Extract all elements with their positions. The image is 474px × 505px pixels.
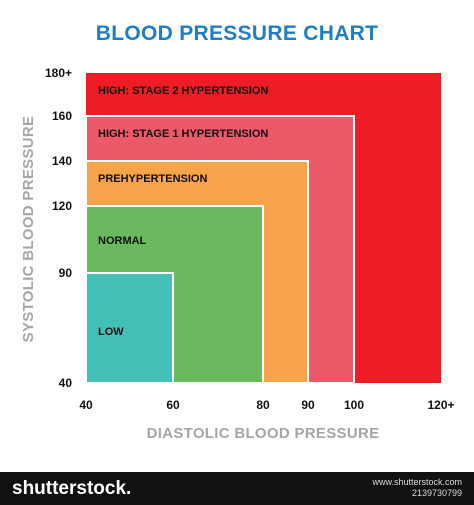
x-tick-label: 90 — [301, 398, 315, 412]
x-ticks-layer: 40 60 80 90 100 120+ — [79, 398, 454, 412]
zone-label-4: LOW — [98, 326, 124, 338]
x-axis-title: DIASTOLIC BLOOD PRESSURE — [147, 425, 380, 442]
y-tick-label: 180+ — [45, 66, 72, 80]
y-tick-label: 120 — [52, 199, 72, 213]
zone-labels-layer: HIGH: STAGE 2 HYPERTENSION HIGH: STAGE 1 … — [98, 85, 268, 338]
brand-logo: shutterstock. — [12, 478, 132, 499]
zone-label-3: NORMAL — [98, 235, 147, 247]
x-tick-label: 120+ — [427, 398, 454, 412]
y-tick-label: 140 — [52, 154, 72, 168]
blood-pressure-chart: HIGH: STAGE 2 HYPERTENSION HIGH: STAGE 1 … — [20, 66, 455, 442]
x-tick-label: 80 — [256, 398, 270, 412]
footer-url: www.shutterstock.com — [372, 477, 462, 487]
y-tick-label: 40 — [59, 376, 73, 390]
zone-label-2: PREHYPERTENSION — [98, 173, 207, 185]
footer-bar: shutterstock. www.shutterstock.com 21397… — [0, 472, 474, 505]
footer-image-id: 2139730799 — [411, 488, 462, 498]
y-axis-title: SYSTOLIC BLOOD PRESSURE — [20, 116, 37, 343]
y-tick-label: 160 — [52, 109, 72, 123]
zone-4 — [85, 272, 174, 384]
footer-info: www.shutterstock.com 2139730799 — [372, 477, 462, 499]
zones-layer — [85, 73, 441, 384]
zone-label-1: HIGH: STAGE 1 HYPERTENSION — [98, 128, 268, 140]
y-ticks-layer: 40 90 120 140 160 180+ — [45, 66, 72, 390]
chart-title: BLOOD PRESSURE CHART — [95, 22, 379, 45]
x-tick-label: 40 — [79, 398, 93, 412]
x-tick-label: 60 — [166, 398, 180, 412]
y-tick-label: 90 — [59, 266, 73, 280]
zone-label-0: HIGH: STAGE 2 HYPERTENSION — [98, 85, 268, 97]
x-tick-label: 100 — [344, 398, 364, 412]
